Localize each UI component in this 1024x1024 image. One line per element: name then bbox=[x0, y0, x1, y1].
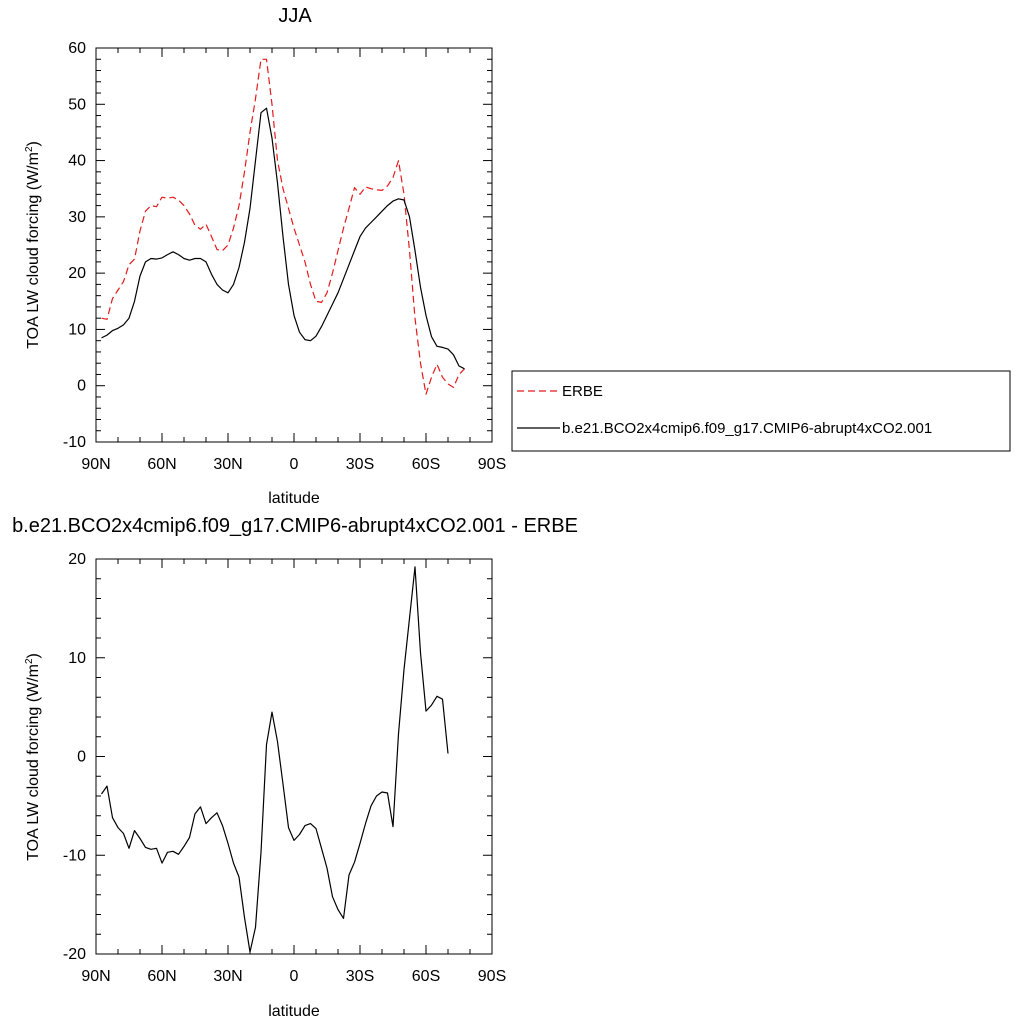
y-tick-label: 60 bbox=[68, 40, 86, 57]
x-tick-label: 30S bbox=[346, 968, 374, 985]
legend-label-model: b.e21.BCO2x4cmip6.f09_g17.CMIP6-abrupt4x… bbox=[562, 420, 932, 437]
legend-frame bbox=[511, 370, 1011, 452]
series-line-erbe bbox=[101, 58, 465, 395]
y-axis-label: TOA LW cloud forcing (W/m2) bbox=[24, 141, 42, 349]
tick-marks bbox=[95, 47, 493, 443]
series-lines bbox=[101, 58, 465, 395]
x-tick-labels: 90N 60N 30N 0 30S 60S 90S bbox=[81, 456, 506, 473]
x-tick-label: 90N bbox=[81, 456, 110, 473]
y-tick-label: -20 bbox=[63, 946, 86, 963]
x-axis-label: latitude bbox=[268, 1003, 320, 1020]
y-axis-label: TOA LW cloud forcing (W/m2) bbox=[24, 653, 42, 861]
plot-frame bbox=[95, 47, 493, 443]
tick-marks bbox=[95, 558, 493, 955]
x-tick-label: 90N bbox=[81, 968, 110, 985]
chart-panel-bottom: b.e21.BCO2x4cmip6.f09_g17.CMIP6-abrupt4x… bbox=[12, 515, 578, 1020]
y-tick-label: 0 bbox=[77, 749, 86, 766]
y-tick-label: 40 bbox=[68, 153, 86, 170]
y-tick-label: 10 bbox=[68, 321, 86, 338]
y-tick-labels: -10 0 10 20 30 40 50 60 bbox=[63, 40, 86, 451]
x-tick-label: 0 bbox=[290, 456, 299, 473]
x-tick-label: 90S bbox=[478, 456, 506, 473]
y-tick-label: -10 bbox=[63, 434, 86, 451]
x-tick-labels: 90N 60N 30N 0 30S 60S 90S bbox=[81, 968, 506, 985]
series-line-model-difference bbox=[101, 566, 449, 953]
x-axis-label: latitude bbox=[268, 490, 320, 507]
series-lines bbox=[101, 566, 449, 953]
x-tick-label: 60N bbox=[147, 456, 176, 473]
y-tick-label: 50 bbox=[68, 96, 86, 113]
plot-frame bbox=[95, 558, 493, 955]
legend-label-erbe: ERBE bbox=[562, 383, 603, 400]
y-tick-label: 20 bbox=[68, 265, 86, 282]
x-tick-label: 60N bbox=[147, 968, 176, 985]
y-tick-label: 20 bbox=[68, 551, 86, 568]
series-line-model bbox=[101, 107, 465, 370]
y-tick-label: 10 bbox=[68, 650, 86, 667]
x-tick-label: 60S bbox=[412, 968, 440, 985]
x-tick-label: 90S bbox=[478, 968, 506, 985]
chart-panel-top: JJA -10 0 10 20 30 40 50 60 90N 60N 30N 0 30S 60S 90S… bbox=[24, 5, 1011, 507]
chart-title: JJA bbox=[278, 5, 312, 27]
y-tick-label: 0 bbox=[77, 378, 86, 395]
x-tick-label: 0 bbox=[290, 968, 299, 985]
x-tick-label: 30S bbox=[346, 456, 374, 473]
y-tick-label: -10 bbox=[63, 847, 86, 864]
legend: ERBE b.e21.BCO2x4cmip6.f09_g17.CMIP6-abr… bbox=[511, 370, 1011, 452]
x-tick-label: 60S bbox=[412, 456, 440, 473]
difference-chart-title: b.e21.BCO2x4cmip6.f09_g17.CMIP6-abrupt4x… bbox=[12, 515, 578, 537]
y-tick-label: 30 bbox=[68, 209, 86, 226]
x-tick-label: 30N bbox=[213, 968, 242, 985]
x-tick-label: 30N bbox=[213, 456, 242, 473]
y-tick-labels: -20 -10 0 10 20 bbox=[63, 551, 86, 963]
